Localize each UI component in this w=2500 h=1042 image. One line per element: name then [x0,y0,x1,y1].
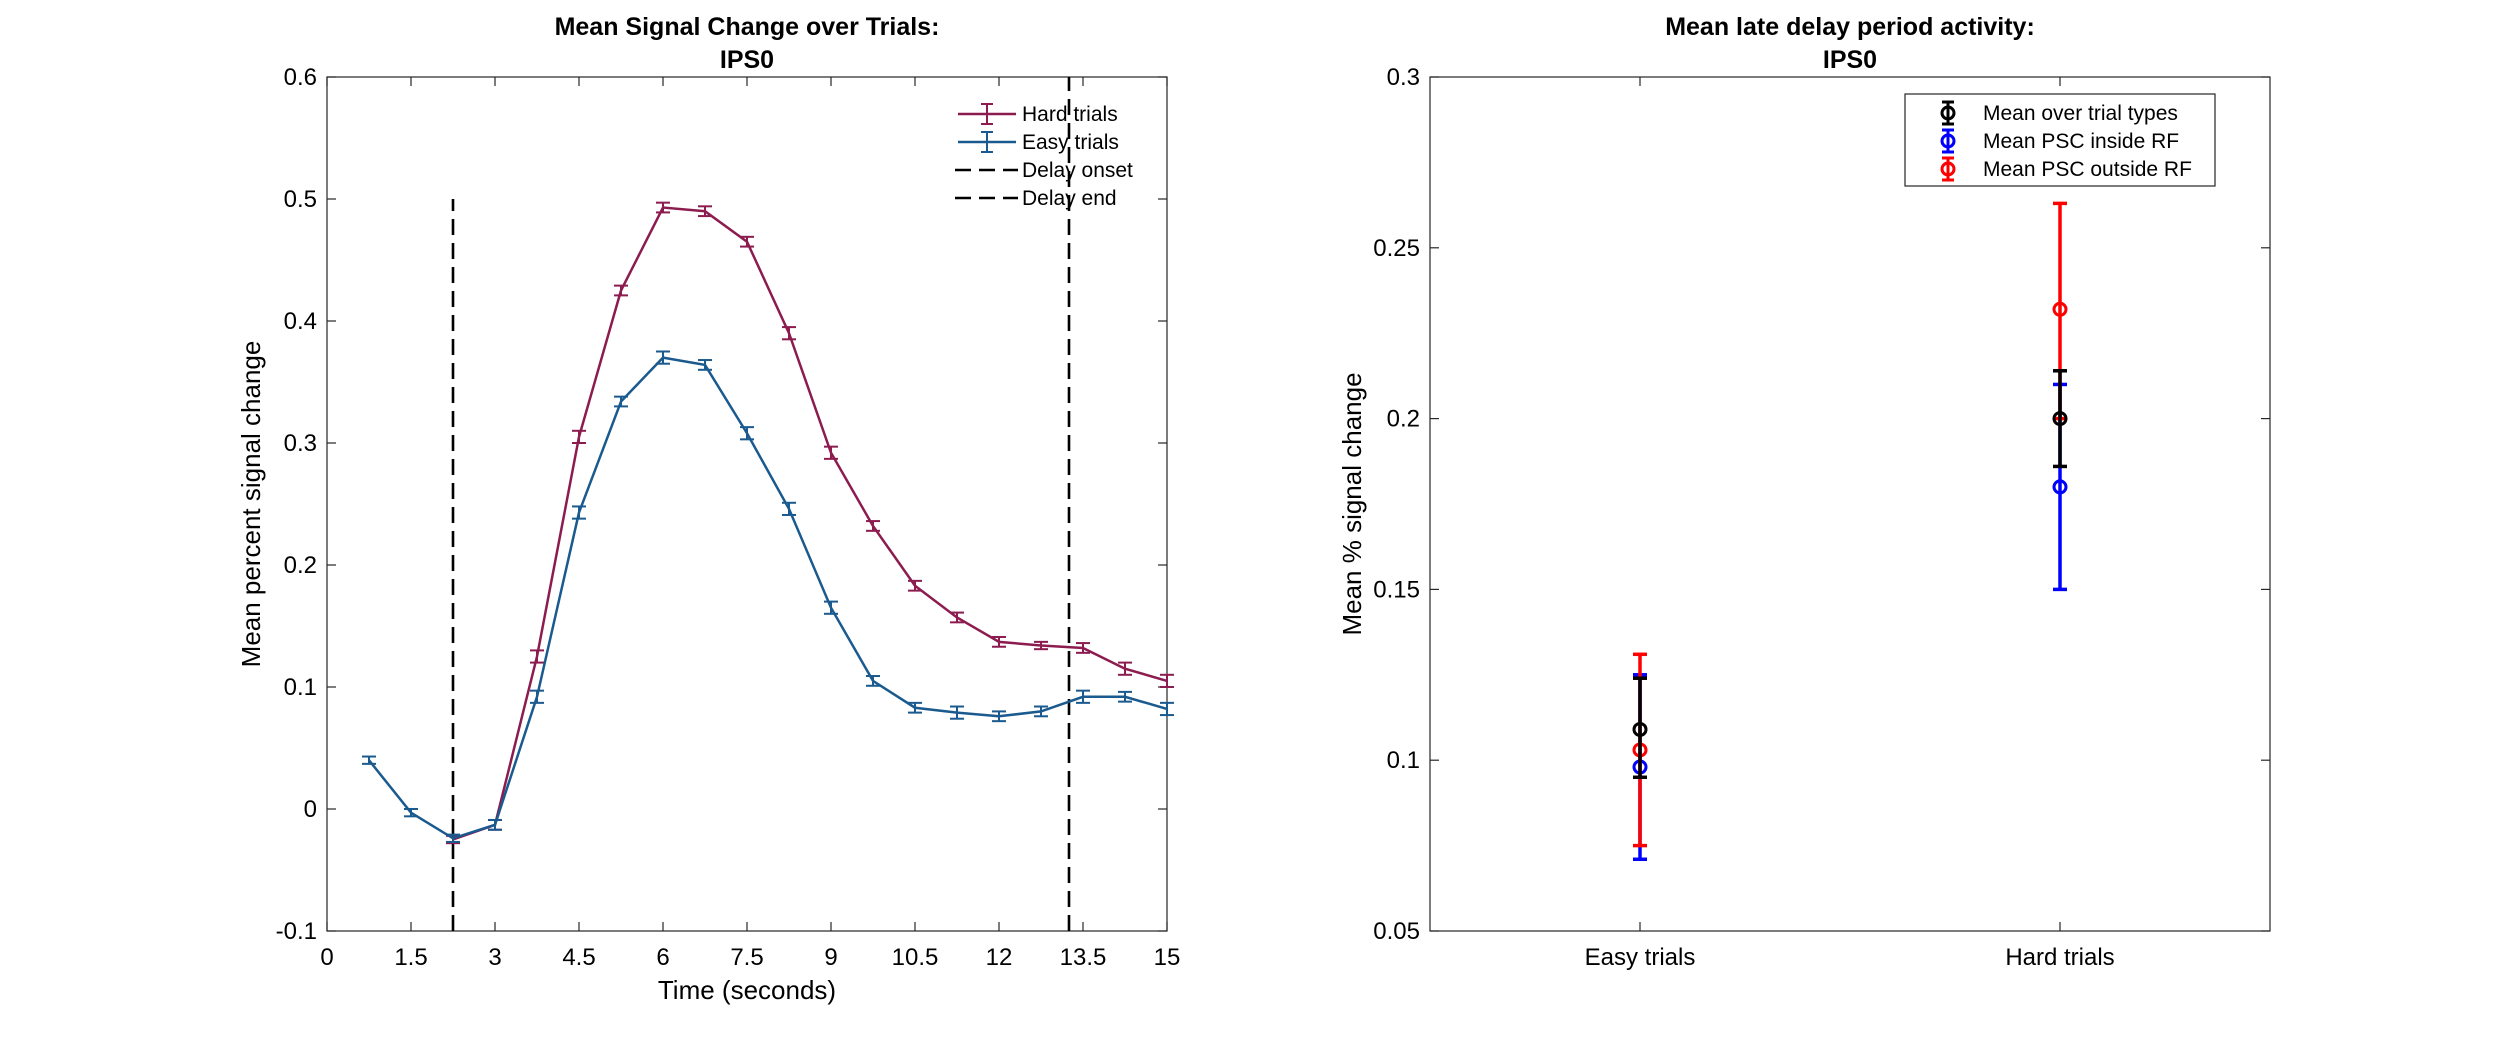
legend-label: Delay onset [1022,159,1133,182]
legend-label: Delay end [1022,187,1117,210]
error-bar-hard-trials [824,445,838,460]
data-marker [2052,479,2068,495]
series-line-easy-trials [368,356,1168,840]
error-bar-easy-trials [698,359,712,371]
x-category-label: Easy trials [1585,944,1696,971]
series-line-hard-trials [452,206,1168,841]
error-bar-hard-trials [1034,640,1048,651]
error-bar-easy-trials [866,675,880,687]
error-bar-easy-trials [404,808,418,818]
error-bar-easy-trials [908,701,922,714]
error-bar-easy-trials [992,710,1006,723]
plot-area [326,76,1168,932]
error-bar-easy-trials [782,501,796,516]
error-bar-hard-trials [698,205,712,218]
legend-marker [1940,133,1956,149]
legend-label: Hard trials [1022,103,1118,126]
point-mean-over-trial-types [1632,676,1648,780]
legend-label: Mean PSC inside RF [1983,130,2179,153]
x-tick-label: 10.5 [892,944,939,971]
y-tick-label: 0.05 [1373,918,1420,945]
chart-title-line-1: Mean late delay period activity: [1665,13,2035,41]
plot-area [1429,76,2271,932]
data-marker [2052,301,2068,317]
legend: Mean over trial types Mean PSC inside RF M… [1904,93,2216,187]
y-tick-label: 0.2 [284,552,317,579]
error-bar-hard-trials [782,326,796,341]
y-tick-label: 0 [304,796,317,823]
y-tick-label: -0.1 [276,918,317,945]
x-tick-label: 6 [656,944,669,971]
error-bar-hard-trials [1160,673,1174,688]
x-tick-label: 7.5 [730,944,763,971]
point-mean-over-trial-types [2052,369,2068,469]
error-bar-easy-trials [614,395,628,408]
data-marker [2052,411,2068,427]
error-bar-easy-trials [656,350,670,365]
error-bar-easy-trials [950,705,964,720]
x-tick-label: 12 [986,944,1013,971]
error-bar-easy-trials [824,600,838,615]
error-bar-easy-trials [572,505,586,520]
error-bar-easy-trials [446,833,460,843]
y-axis-label: Mean percent signal change [236,341,266,668]
x-tick-label: 13.5 [1060,944,1107,971]
error-bar-easy-trials [488,818,502,831]
x-tick-label: 9 [824,944,837,971]
y-tick-label: 0.5 [284,186,317,213]
error-bar-hard-trials [992,635,1006,648]
x-tick-label: 1.5 [394,944,427,971]
left-chart-signal-change: Mean Signal Change over Trials: IPS0 0 1.5 3… [236,13,1180,1005]
y-tick-label: 0.3 [1387,64,1420,91]
error-bar-hard-trials [656,201,670,214]
y-tick-label: 0.3 [284,430,317,457]
x-axis-label: Time (seconds) [658,975,836,1005]
legend-marker [1940,105,1956,121]
error-bar-easy-trials [1118,690,1132,703]
x-tick-label: 0 [320,944,333,971]
legend-box [1904,93,2216,187]
y-tick-label: 0.2 [1387,406,1420,433]
error-bar-easy-trials [1076,689,1090,704]
y-tick-label: 0.6 [284,64,317,91]
chart-title-line-1: Mean Signal Change over Trials: [555,13,940,41]
error-bar-easy-trials [1160,701,1174,717]
chart-title-line-2: IPS0 [1823,46,1877,74]
error-bar-hard-trials [614,284,628,297]
x-tick-label: 15 [1154,944,1181,971]
error-bar-easy-trials [740,426,754,441]
legend: Hard trials Easy trials Delay onset Delay e… [955,103,1133,210]
legend-label: Mean over trial types [1983,102,2178,125]
error-bar-hard-trials [530,649,544,664]
error-bar-easy-trials [1034,705,1048,718]
y-tick-label: 0.1 [1387,747,1420,774]
error-bar-easy-trials [530,689,544,704]
error-bar-hard-trials [572,429,586,444]
error-bar-hard-trials [908,579,922,592]
chart-title-line-2: IPS0 [720,46,774,74]
error-bar-hard-trials [1076,642,1090,654]
x-category-label: Hard trials [2005,944,2114,971]
legend-label: Mean PSC outside RF [1983,158,2192,181]
y-axis-label: Mean % signal change [1337,372,1367,635]
y-tick-label: 0.15 [1373,576,1420,603]
error-bar-hard-trials [740,235,754,248]
data-marker [1632,721,1648,737]
legend-marker [1940,161,1956,177]
y-tick-label: 0.1 [284,674,317,701]
y-tick-label: 0.4 [284,308,317,335]
right-chart-late-delay-activity: Mean late delay period activity: IPS0 Easy… [1337,13,2271,971]
x-tick-label: 4.5 [562,944,595,971]
y-tick-label: 0.25 [1373,235,1420,262]
error-bar-hard-trials [866,520,880,532]
error-bar-easy-trials [362,755,376,765]
legend-label: Easy trials [1022,131,1119,154]
error-bar-hard-trials [1118,661,1132,676]
error-bar-hard-trials [950,611,964,624]
x-tick-label: 3 [488,944,501,971]
